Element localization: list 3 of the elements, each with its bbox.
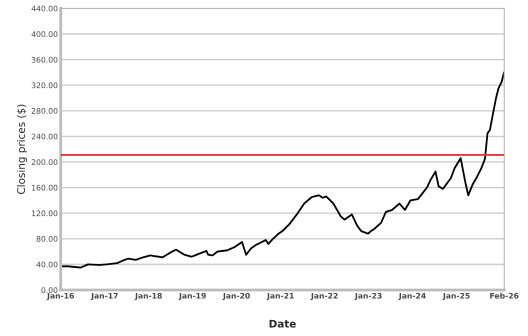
y-axis-title: Closing prices ($) bbox=[16, 104, 28, 194]
x-axis-title: Date bbox=[270, 320, 296, 328]
line-series bbox=[60, 71, 504, 268]
